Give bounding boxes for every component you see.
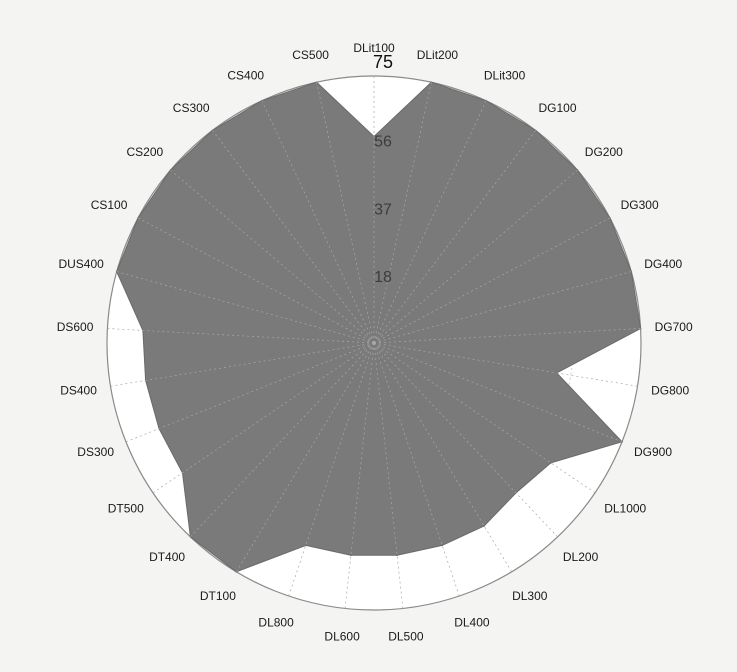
category-label-DLit200: DLit200: [417, 48, 459, 62]
category-label-DL200: DL200: [563, 550, 599, 564]
data-point-DL400: [441, 544, 444, 547]
radial-tick-label-18: 18: [374, 269, 392, 286]
category-label-DLit300: DLit300: [484, 68, 526, 82]
category-label-CS100: CS100: [91, 198, 128, 212]
radial-tick-label-75: 75: [373, 52, 393, 72]
category-label-DG200: DG200: [585, 145, 623, 159]
category-label-DG800: DG800: [651, 384, 689, 398]
category-label-DLit100: DLit100: [353, 41, 395, 55]
category-label-DL600: DL600: [324, 629, 360, 643]
category-label-DT500: DT500: [108, 502, 144, 516]
category-label-DL300: DL300: [512, 589, 548, 603]
category-label-DL400: DL400: [454, 616, 490, 630]
category-label-DT100: DT100: [200, 589, 236, 603]
category-label-CS300: CS300: [173, 101, 210, 115]
data-point-DL800: [305, 544, 307, 547]
category-label-DG400: DG400: [644, 257, 682, 271]
category-label-DS300: DS300: [77, 445, 114, 459]
category-label-DL800: DL800: [258, 616, 294, 630]
category-label-DG700: DG700: [655, 320, 693, 334]
category-label-DG300: DG300: [621, 198, 659, 212]
category-label-DS600: DS600: [57, 320, 94, 334]
radial-tick-label-56: 56: [374, 134, 392, 151]
category-label-CS200: CS200: [126, 145, 163, 159]
category-label-CS500: CS500: [292, 48, 329, 62]
data-point-DL500: [396, 554, 398, 557]
data-point-DL600: [350, 554, 352, 557]
category-label-DUS400: DUS400: [58, 257, 104, 271]
category-label-DG100: DG100: [539, 101, 577, 115]
category-label-CS400: CS400: [227, 68, 264, 82]
category-label-DS400: DS400: [60, 384, 97, 398]
category-label-DL500: DL500: [388, 629, 424, 643]
radial-tick-label-37: 37: [374, 201, 392, 218]
category-label-DL1000: DL1000: [604, 502, 646, 516]
series-area-0: [116, 81, 642, 573]
data-point-DL300: [483, 525, 485, 527]
data-point-DL1000: [550, 462, 552, 464]
category-label-DG900: DG900: [634, 445, 672, 459]
category-label-DT400: DT400: [149, 550, 185, 564]
